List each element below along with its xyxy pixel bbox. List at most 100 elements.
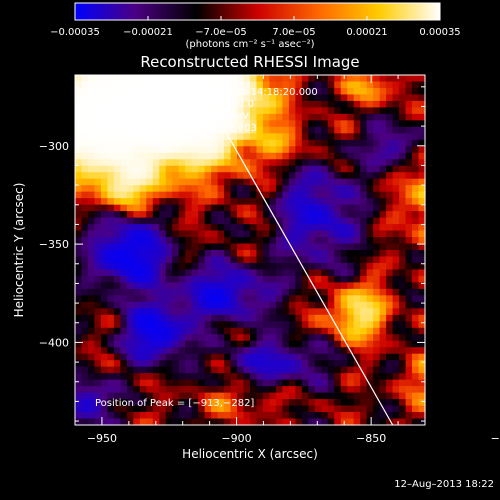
heatmap-cell [340, 366, 348, 374]
heatmap-cell [139, 230, 147, 238]
heatmap-cell [75, 366, 83, 374]
heatmap-cell [418, 412, 426, 420]
heatmap-cell [159, 126, 167, 134]
heatmap-cell [366, 94, 374, 102]
heatmap-cell [211, 198, 219, 206]
heatmap-cell [327, 75, 335, 83]
heatmap-cell [373, 113, 381, 121]
heatmap-cell [152, 217, 160, 225]
heatmap-cell [172, 327, 180, 335]
heatmap-cell [308, 107, 316, 115]
heatmap-cell [191, 152, 199, 160]
heatmap-cell [224, 327, 232, 335]
heatmap-cell [314, 198, 322, 206]
heatmap-cell [379, 399, 387, 407]
heatmap-cell [340, 100, 348, 109]
heatmap-cell [314, 217, 322, 225]
heatmap-cell [139, 191, 147, 199]
heatmap-cell [100, 211, 109, 219]
heatmap-cell [269, 217, 277, 225]
heatmap-cell [314, 75, 322, 83]
heatmap-cell [386, 191, 394, 199]
heatmap-cell [159, 399, 167, 407]
heatmap-cell [392, 230, 400, 238]
heatmap-cell [100, 159, 109, 167]
heatmap-cell [301, 256, 309, 264]
heatmap-cell [347, 107, 355, 115]
heatmap-cell [100, 399, 109, 407]
heatmap-cell [185, 159, 193, 167]
heatmap-cell [107, 146, 115, 154]
heatmap-cell [126, 282, 134, 290]
heatmap-cell [185, 204, 193, 212]
heatmap-cell [405, 250, 413, 258]
heatmap-cell [113, 366, 121, 374]
chart-title: Reconstructed RHESSI Image [140, 53, 360, 71]
heatmap-cell [412, 191, 420, 199]
heatmap-cell [340, 275, 348, 284]
heatmap-cell [275, 159, 284, 167]
heatmap-cell [185, 139, 193, 147]
heatmap-cell [75, 262, 83, 271]
heatmap-cell [113, 360, 121, 368]
heatmap-cell [418, 87, 426, 96]
heatmap-cell [120, 198, 128, 206]
heatmap-cell [204, 373, 212, 381]
heatmap-cell [107, 386, 115, 394]
heatmap-cell [133, 347, 141, 355]
heatmap-cell [347, 282, 355, 290]
heatmap-cell [152, 256, 160, 264]
heatmap-cell [230, 81, 238, 89]
heatmap-cell [243, 100, 251, 109]
heatmap-cell [107, 314, 115, 322]
heatmap-cell [275, 366, 284, 374]
heatmap-cell [94, 256, 102, 264]
heatmap-cell [198, 301, 206, 309]
heatmap-cell [405, 139, 413, 147]
heatmap-cell [133, 295, 141, 303]
heatmap-cell [81, 262, 89, 271]
heatmap-cell [301, 159, 309, 167]
heatmap-cell [159, 243, 167, 251]
heatmap-cell [269, 230, 277, 238]
heatmap-cell [295, 217, 303, 225]
heatmap-cell [386, 373, 394, 381]
heatmap-cell [178, 399, 186, 407]
heatmap-cell [301, 198, 309, 206]
heatmap-cell [282, 353, 290, 361]
heatmap-cell [288, 217, 296, 225]
heatmap-cell [178, 230, 186, 238]
heatmap-cell [100, 113, 109, 121]
heatmap-cell [308, 360, 316, 368]
heatmap-cell [366, 243, 374, 251]
heatmap-cell [178, 139, 186, 147]
heatmap-cell [308, 301, 316, 309]
heatmap-cell [113, 81, 121, 89]
heatmap-cell [288, 198, 296, 206]
heatmap-cell [87, 412, 96, 420]
heatmap-cell [107, 198, 115, 206]
heatmap-cell [269, 256, 277, 264]
heatmap-cell [165, 308, 173, 316]
y-axis-label: Heliocentric Y (arcsec) [12, 182, 26, 318]
heatmap-cell [360, 133, 368, 141]
heatmap-cell [100, 224, 109, 232]
heatmap-cell [314, 107, 322, 115]
heatmap-cell [191, 159, 199, 167]
heatmap-cell [113, 353, 121, 361]
heatmap-cell [185, 405, 193, 413]
heatmap-cell [94, 120, 102, 128]
heatmap-cell [94, 146, 102, 154]
heatmap-cell [146, 178, 154, 186]
heatmap-cell [399, 230, 407, 238]
heatmap-cell [373, 237, 381, 245]
heatmap-cell [275, 308, 284, 316]
heatmap-cell [262, 139, 271, 147]
heatmap-cell [321, 353, 329, 361]
heatmap-cell [360, 243, 368, 251]
heatmap-cell [113, 282, 121, 290]
heatmap-cell [399, 75, 407, 83]
heatmap-cell [314, 340, 322, 348]
heatmap-cell [321, 165, 329, 173]
heatmap-cell [243, 392, 251, 400]
